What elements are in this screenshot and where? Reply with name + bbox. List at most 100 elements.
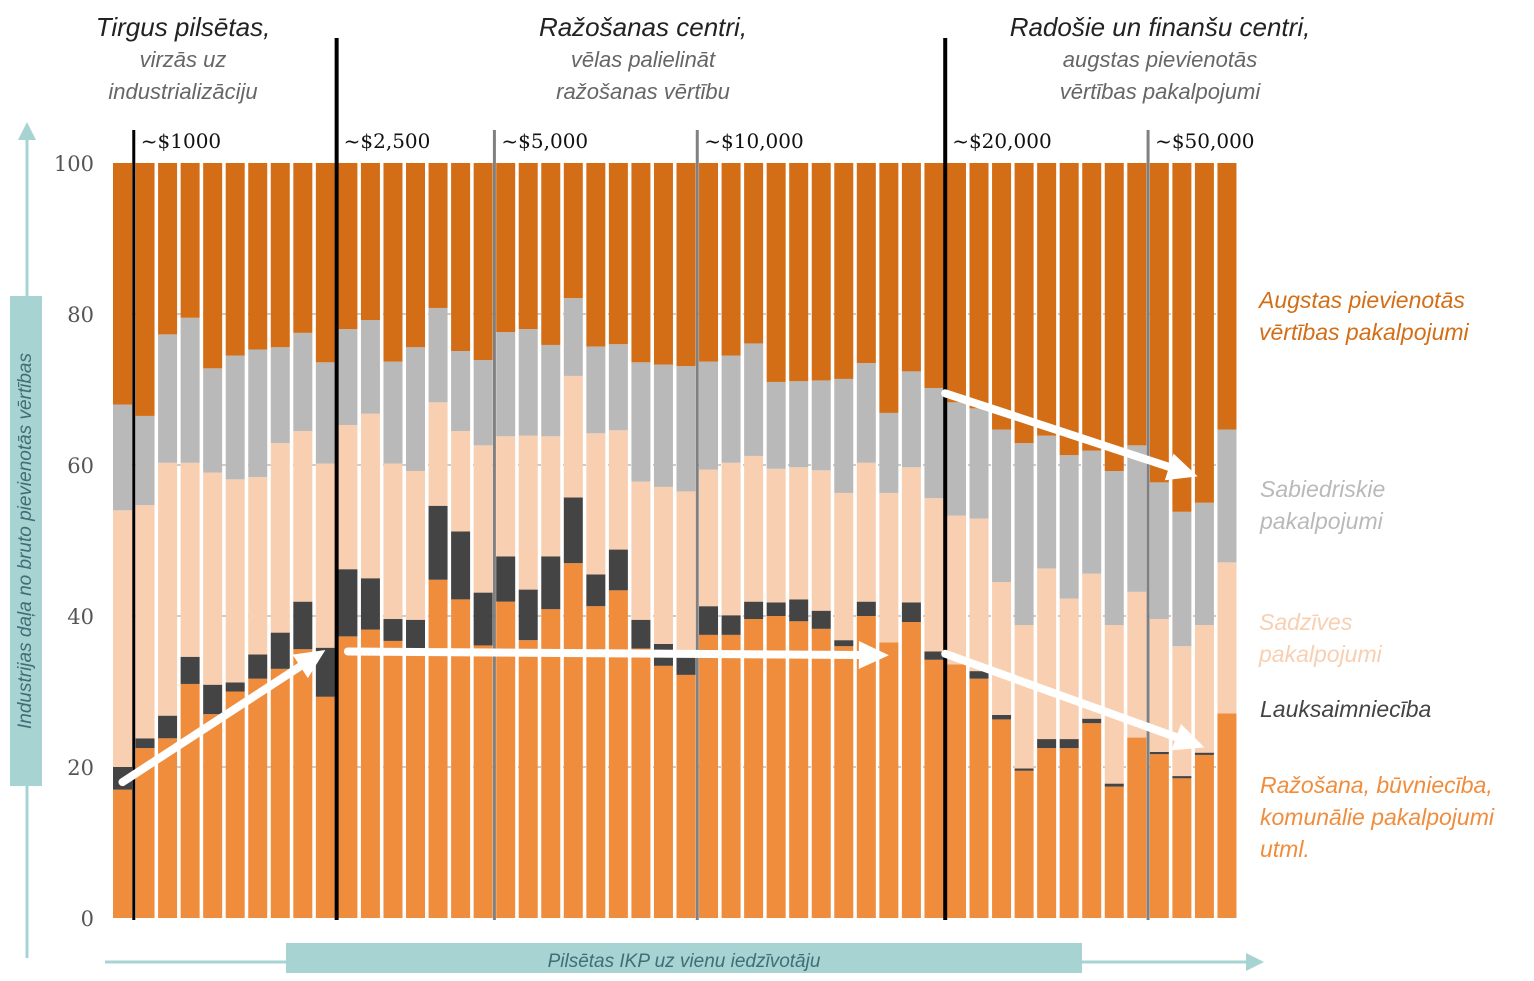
legend-manufacturing: Ražošana, būvniecība, komunālie pakalpoj… xyxy=(1260,769,1494,865)
bar xyxy=(270,163,290,918)
bar xyxy=(383,163,403,918)
public-services-segment xyxy=(608,344,628,431)
high-value-services-segment xyxy=(766,163,786,382)
agriculture-segment xyxy=(699,606,719,635)
manufacturing-segment xyxy=(608,590,628,918)
manufacturing-segment xyxy=(653,665,673,918)
trend-arrow xyxy=(941,389,1198,481)
manufacturing-segment xyxy=(1059,748,1079,918)
bar xyxy=(473,163,493,918)
manufacturing-segment xyxy=(270,668,290,918)
public-services-segment xyxy=(406,347,426,472)
manufacturing-segment xyxy=(834,646,854,918)
header-subtitle-1: virzās uz xyxy=(139,47,227,72)
bar xyxy=(1104,163,1124,918)
agriculture-segment xyxy=(360,578,380,630)
public-services-segment xyxy=(383,361,403,464)
public-services-segment xyxy=(248,349,268,478)
bar xyxy=(406,163,426,918)
agriculture-segment xyxy=(406,619,426,656)
public-services-segment xyxy=(631,362,651,482)
household-services-segment xyxy=(248,477,268,655)
header-title: Radošie un finanšu centri, xyxy=(1009,12,1311,42)
manufacturing-segment xyxy=(1217,713,1237,918)
high-value-services-segment xyxy=(180,163,200,318)
household-services-segment xyxy=(631,481,651,620)
agriculture-segment xyxy=(180,656,200,684)
threshold-label: ~$1000 xyxy=(141,129,221,153)
agriculture-segment xyxy=(992,714,1012,720)
high-value-services-segment xyxy=(563,163,583,299)
agriculture-segment xyxy=(744,601,764,620)
bar xyxy=(496,163,516,918)
manufacturing-segment xyxy=(699,634,719,918)
public-services-segment xyxy=(180,317,200,463)
manufacturing-segment xyxy=(1037,748,1057,918)
header-subtitle-2: industrializāciju xyxy=(108,79,258,104)
bar xyxy=(158,163,178,918)
high-value-services-segment xyxy=(811,163,831,381)
public-services-segment xyxy=(473,360,493,446)
manufacturing-segment xyxy=(383,640,403,918)
household-services-segment xyxy=(1172,646,1192,777)
agriculture-segment xyxy=(293,601,313,650)
household-services-segment xyxy=(406,471,426,620)
public-services-segment xyxy=(653,364,673,487)
high-value-services-segment xyxy=(789,163,809,382)
manufacturing-segment xyxy=(586,606,606,918)
high-value-services-segment xyxy=(248,163,268,350)
public-services-segment xyxy=(1104,471,1124,626)
agriculture-segment xyxy=(451,531,471,600)
bar xyxy=(1127,163,1147,918)
trend-arrowhead xyxy=(1164,453,1198,481)
household-services-segment xyxy=(383,463,403,620)
public-services-segment xyxy=(451,350,471,432)
household-services-segment xyxy=(721,462,741,616)
high-value-services-segment xyxy=(946,163,966,403)
agriculture-segment xyxy=(338,569,358,637)
manufacturing-segment xyxy=(1104,786,1124,918)
bar xyxy=(789,163,809,918)
y-axis-arrowhead xyxy=(18,122,36,140)
household-services-segment xyxy=(158,462,178,716)
income-threshold-lines: ~$1000 ~$2,500 ~$5,000 ~$10,000 ~$20,000 ~$50… xyxy=(132,38,1255,920)
y-tick-label: 80 xyxy=(67,303,94,327)
high-value-services-segment xyxy=(315,163,335,363)
household-services-segment xyxy=(992,582,1012,715)
household-services-segment xyxy=(1104,625,1124,784)
manufacturing-segment xyxy=(541,609,561,918)
bar xyxy=(203,163,223,918)
household-services-segment xyxy=(541,436,561,557)
high-value-services-segment xyxy=(1014,163,1034,444)
public-services-segment xyxy=(1037,435,1057,569)
manufacturing-segment xyxy=(518,640,538,918)
legend-label: utml. xyxy=(1260,836,1310,862)
manufacturing-segment xyxy=(1014,770,1034,918)
agriculture-segment xyxy=(969,671,989,679)
threshold-label: ~$10,000 xyxy=(704,129,803,153)
public-services-segment xyxy=(924,387,944,499)
household-services-segment xyxy=(586,433,606,575)
high-value-services-segment xyxy=(879,163,899,413)
household-services-segment xyxy=(1014,625,1034,769)
public-services-segment xyxy=(699,361,719,470)
high-value-services-segment xyxy=(744,163,764,344)
household-services-segment xyxy=(744,455,764,602)
public-services-segment xyxy=(338,329,358,425)
high-value-services-segment xyxy=(856,163,876,364)
manufacturing-segment xyxy=(248,678,268,918)
agriculture-segment xyxy=(1082,718,1102,724)
high-value-services-segment xyxy=(496,163,516,333)
bar xyxy=(563,163,583,918)
legend-label: vērtības pakalpojumi xyxy=(1259,319,1469,345)
agriculture-segment xyxy=(428,505,448,580)
header-market-towns: Tirgus pilsētas, virzās uz industrializā… xyxy=(58,10,308,108)
manufacturing-segment xyxy=(1082,723,1102,918)
legend-label: Augstas pievienotās xyxy=(1259,287,1465,313)
household-services-segment xyxy=(338,424,358,570)
agriculture-segment xyxy=(315,647,335,697)
trend-arrowhead xyxy=(1171,724,1205,751)
bar xyxy=(992,163,1012,918)
legend-label: pakalpojumi xyxy=(1260,508,1383,534)
household-services-segment xyxy=(203,472,223,685)
